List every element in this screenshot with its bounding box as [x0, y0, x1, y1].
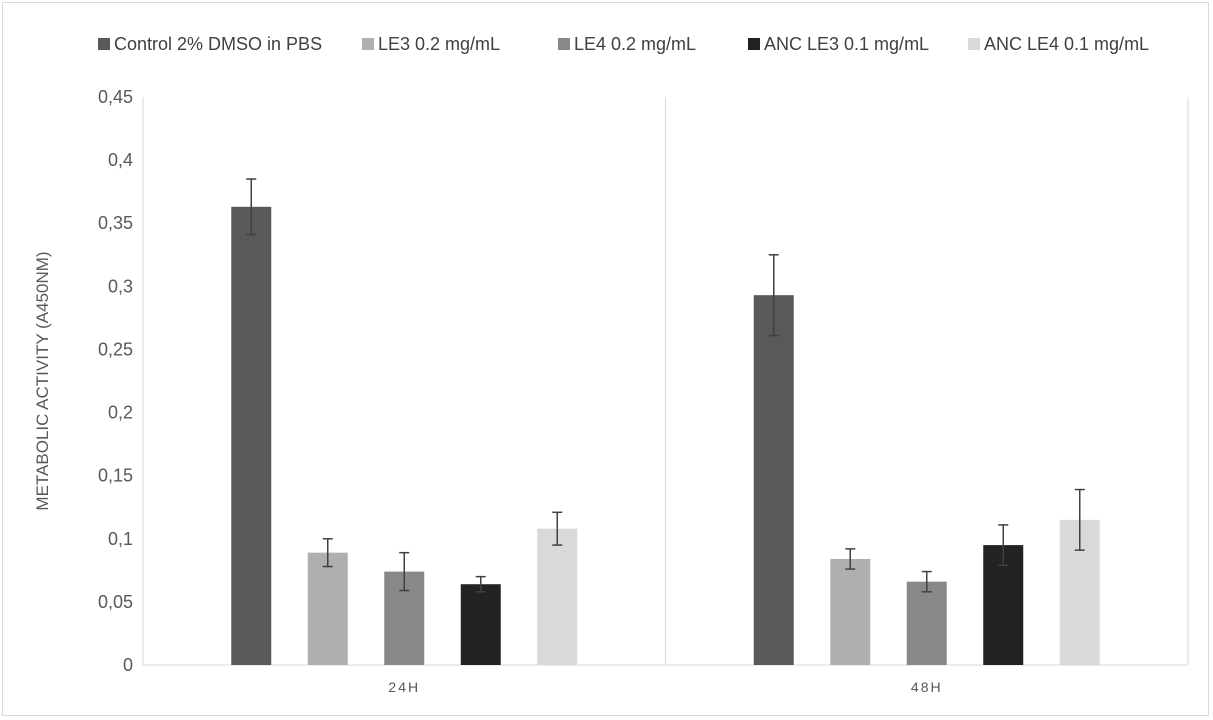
y-axis-title: METABOLIC ACTIVITY (A450NM): [33, 251, 52, 510]
legend-label: Control 2% DMSO in PBS: [114, 34, 322, 54]
legend-label: LE3 0.2 mg/mL: [378, 34, 500, 54]
bar: [307, 552, 348, 665]
y-tick-label: 0,2: [108, 403, 133, 423]
legend-swatch: [98, 38, 110, 50]
bar: [460, 584, 501, 665]
bar: [753, 295, 794, 665]
legend-swatch: [558, 38, 570, 50]
legend-swatch: [362, 38, 374, 50]
bar: [906, 581, 947, 665]
y-tick-label: 0,1: [108, 529, 133, 549]
y-tick-label: 0,45: [98, 87, 133, 107]
x-tick-label: 24H: [388, 679, 420, 695]
legend-swatch: [968, 38, 980, 50]
x-tick-label: 48H: [911, 679, 943, 695]
bar: [231, 206, 272, 665]
y-tick-label: 0,25: [98, 339, 133, 359]
y-tick-label: 0,4: [108, 150, 133, 170]
legend-swatch: [748, 38, 760, 50]
y-tick-label: 0,35: [98, 213, 133, 233]
y-tick-label: 0: [123, 655, 133, 675]
legend-label: ANC LE3 0.1 mg/mL: [764, 34, 929, 54]
y-tick-label: 0,3: [108, 276, 133, 296]
y-tick-label: 0,05: [98, 592, 133, 612]
bar: [830, 558, 871, 665]
bar: [537, 528, 578, 665]
legend-label: ANC LE4 0.1 mg/mL: [984, 34, 1149, 54]
legend-label: LE4 0.2 mg/mL: [574, 34, 696, 54]
y-tick-label: 0,15: [98, 466, 133, 486]
